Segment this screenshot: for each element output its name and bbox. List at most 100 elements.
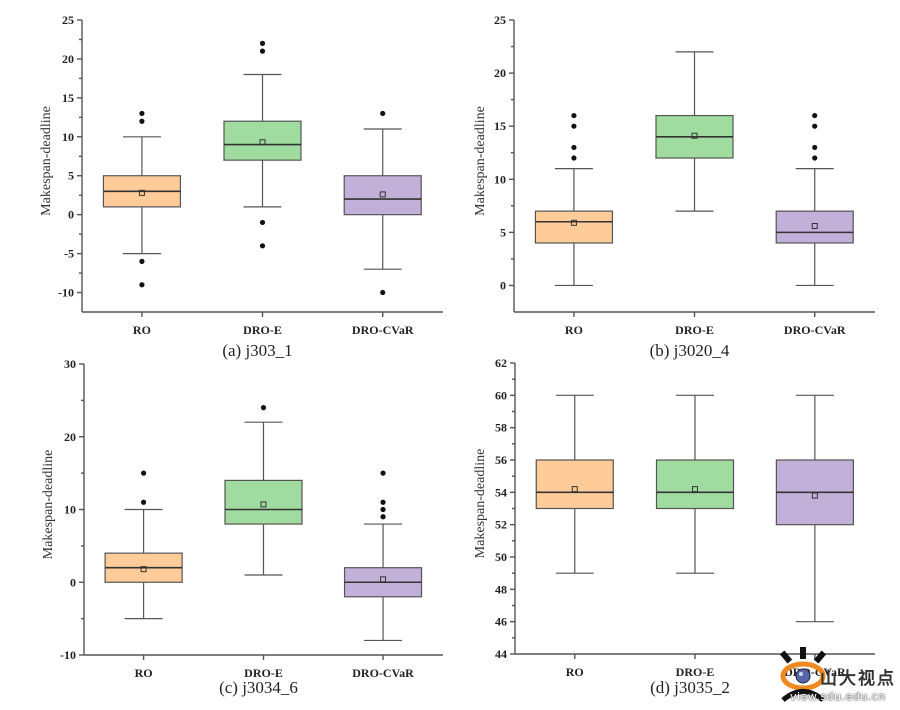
- y-tick-label: 20: [62, 52, 74, 66]
- outlier-point: [380, 289, 386, 296]
- outlier-point: [139, 282, 145, 288]
- outlier-point: [139, 118, 145, 124]
- x-tick-label: DRO-CVaR: [784, 323, 846, 337]
- x-tick-label: DRO-CVaR: [352, 666, 414, 680]
- x-tick-label: DRO-CVaR: [352, 323, 414, 337]
- x-tick-label: DRO-E: [675, 323, 714, 337]
- mean-marker: [140, 566, 147, 573]
- mean-marker: [692, 486, 698, 493]
- watermark-text: 山大视点: [820, 669, 896, 689]
- x-tick-label: DRO-E: [676, 665, 715, 679]
- y-tick-label: 52: [495, 518, 507, 532]
- box-ro: RO: [535, 394, 614, 679]
- box-dro-e: DRO-E: [223, 40, 302, 337]
- x-tick-label: RO: [133, 323, 151, 337]
- y-tick-label: 20: [494, 66, 506, 80]
- y-tick-label: -5: [64, 247, 74, 261]
- y-tick-label: 10: [494, 172, 506, 186]
- outlier-point: [380, 506, 386, 513]
- iqr-box: [343, 175, 422, 216]
- chart-panel-d: 44 46 48 50 52 54 56 58 60 62 Makespan-deadline RO D…: [473, 356, 875, 697]
- outlier-point: [259, 40, 266, 46]
- outlier-point: [380, 470, 386, 476]
- outlier-point: [571, 155, 577, 161]
- box-ro: RO: [534, 112, 614, 337]
- outlier-point: [812, 112, 818, 119]
- box-dro-cvar: DRO-CVaR: [343, 110, 422, 337]
- outlier-point: [380, 110, 386, 117]
- y-tick-label: 0: [500, 278, 506, 292]
- mean-marker: [260, 501, 267, 508]
- outlier-point: [259, 219, 266, 226]
- y-axis-label: Makespan-deadline: [41, 450, 56, 560]
- outlier-point: [812, 123, 818, 129]
- y-tick-label: 56: [495, 453, 507, 467]
- x-tick-label: DRO-E: [244, 666, 283, 680]
- y-tick-label: 25: [62, 13, 74, 27]
- outlier-point: [259, 48, 266, 54]
- panel-caption: (d) j3035_2: [650, 678, 730, 697]
- outlier-point: [380, 514, 386, 520]
- y-tick-label: 30: [64, 357, 76, 371]
- watermark: [775, 645, 900, 710]
- chart-panel-c: -10 0 10 20 30 Makespan-deadline RO DRO-E DRO-CV…: [41, 357, 443, 697]
- watermark-url[interactable]: view.sdu.edu.cn: [790, 690, 886, 703]
- iqr-box: [655, 459, 735, 510]
- outlier-point: [812, 144, 818, 151]
- outlier-point: [571, 123, 577, 129]
- mean-marker: [811, 222, 818, 229]
- iqr-box: [534, 210, 614, 244]
- x-tick-label: RO: [135, 666, 153, 680]
- y-tick-label: 15: [62, 91, 74, 105]
- outlier-point: [812, 155, 818, 161]
- y-tick-label: -10: [60, 648, 76, 662]
- y-tick-label: 46: [495, 615, 507, 629]
- outlier-point: [260, 405, 267, 411]
- box-ro: RO: [102, 110, 182, 337]
- y-tick-label: 25: [494, 13, 506, 27]
- outlier-point: [140, 499, 147, 505]
- y-tick-label: 10: [64, 503, 76, 517]
- box-ro: RO: [104, 470, 183, 680]
- outlier-point: [139, 258, 145, 264]
- panel-caption: (c) j3034_6: [219, 678, 298, 697]
- mean-marker: [570, 219, 577, 226]
- y-tick-label: 50: [495, 550, 507, 564]
- outlier-point: [571, 144, 577, 151]
- mean-marker: [259, 139, 266, 146]
- y-tick-label: 44: [495, 647, 507, 661]
- y-tick-label: -10: [58, 286, 74, 300]
- y-axis-label: Makespan-deadline: [473, 449, 488, 559]
- outlier-point: [140, 470, 147, 476]
- chart-panel-b: 0 5 10 15 20 25 Makespan-deadline RO DRO-E DRO-CV…: [473, 13, 875, 360]
- chart-panel-a: -10 -5 0 5 10 15 20 25 Makespan-deadline RO DRO-E D…: [39, 13, 443, 360]
- y-tick-label: 5: [500, 225, 506, 239]
- outlier-point: [139, 110, 145, 117]
- y-axis-label: Makespan-deadline: [473, 106, 488, 216]
- box-dro-cvar: DRO-CVaR: [775, 112, 854, 337]
- outlier-point: [259, 243, 266, 249]
- y-tick-label: 0: [68, 208, 74, 222]
- mean-marker: [138, 189, 145, 196]
- y-axis-label: Makespan-deadline: [39, 106, 54, 216]
- y-tick-label: 5: [68, 169, 74, 183]
- mean-marker: [811, 492, 818, 499]
- y-tick-label: 20: [64, 430, 76, 444]
- mean-marker: [380, 576, 387, 583]
- box-dro-cvar: DRO-CVaR: [775, 394, 854, 679]
- box-dro-e: DRO-E: [655, 51, 734, 337]
- box-dro-cvar: DRO-CVaR: [343, 470, 423, 680]
- y-tick-label: 15: [494, 119, 506, 133]
- box-dro-e: DRO-E: [655, 394, 735, 679]
- y-tick-label: 0: [70, 575, 76, 589]
- x-tick-label: DRO-E: [243, 323, 282, 337]
- mean-marker: [379, 191, 386, 198]
- y-tick-label: 60: [495, 388, 507, 402]
- iqr-box: [223, 120, 302, 161]
- iqr-box: [535, 459, 614, 510]
- panel-caption: (b) j3020_4: [650, 341, 730, 360]
- eye-logo-icon: [779, 647, 827, 702]
- y-tick-label: 48: [495, 582, 507, 596]
- y-tick-label: 10: [62, 130, 74, 144]
